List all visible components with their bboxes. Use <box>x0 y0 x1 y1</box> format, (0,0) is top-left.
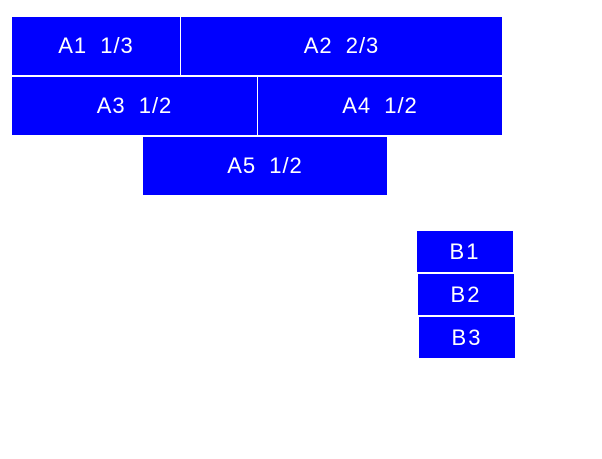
box-a5-label: A5 1/2 <box>227 153 303 178</box>
box-a1[interactable]: A1 1/3 <box>12 17 180 75</box>
box-b2-label: B2 <box>450 281 482 307</box>
box-a1-label: A1 1/3 <box>58 33 134 58</box>
box-b1[interactable]: B1 <box>417 231 513 272</box>
box-a2[interactable]: A2 2/3 <box>181 17 502 75</box>
box-b1-label: B1 <box>449 238 481 264</box>
box-b3[interactable]: B3 <box>419 317 515 358</box>
box-b3-label: B3 <box>451 324 483 350</box>
box-a4[interactable]: A4 1/2 <box>258 77 502 135</box>
box-a3[interactable]: A3 1/2 <box>12 77 257 135</box>
box-a3-label: A3 1/2 <box>96 93 173 118</box>
box-a2-label: A2 2/3 <box>303 33 380 58</box>
box-a4-label: A4 1/2 <box>342 93 418 118</box>
box-a5[interactable]: A5 1/2 <box>143 137 387 195</box>
box-b2[interactable]: B2 <box>418 274 514 315</box>
